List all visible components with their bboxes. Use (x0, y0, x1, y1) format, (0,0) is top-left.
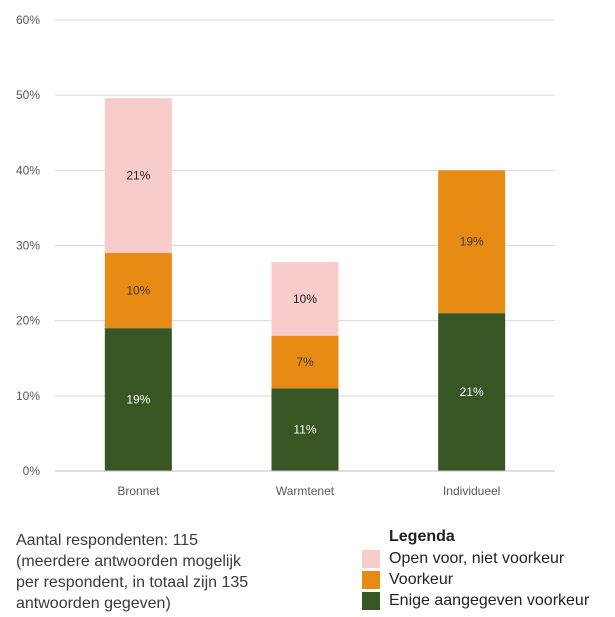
bar-segment (438, 313, 506, 471)
data-label: 21% (126, 169, 150, 183)
y-tick-label: 60% (16, 13, 40, 27)
legend-swatch (362, 591, 380, 610)
data-label: 10% (293, 292, 317, 306)
legend-item-voorkeur: Voorkeur (362, 569, 589, 590)
bar-segment (271, 335, 339, 389)
y-tick-label: 10% (16, 389, 40, 403)
data-label: 19% (460, 235, 484, 249)
data-label: 21% (460, 385, 484, 399)
respondents-note: Aantal respondenten: 115 (meerdere antwo… (16, 530, 316, 614)
stacked-bar-chart: 0% 10% 20% 30% 40% 50% 60% 19% 10% 21% Bronnet 11% 7… (16, 13, 555, 498)
note-line: Aantal respondenten: 115 (16, 532, 199, 549)
data-label: 7% (296, 355, 314, 369)
data-label: 19% (126, 393, 150, 407)
data-label: 11% (293, 423, 316, 437)
category-label: Warmtenet (276, 484, 335, 498)
category-label: Individueel (443, 484, 500, 498)
note-line: per respondent, in totaal zijn 135 (16, 574, 249, 591)
legend: Legenda Open voor, niet voorkeur Voorkeu… (362, 527, 589, 611)
bar-segment (104, 98, 172, 254)
legend-title: Legenda (389, 528, 455, 545)
note-line: antwoorden gegeven) (16, 595, 171, 612)
note-line: (meerdere antwoorden mogelijk (16, 553, 241, 570)
y-tick-label: 40% (16, 163, 40, 177)
category-label: Bronnet (117, 484, 160, 498)
bar-segment (438, 170, 506, 314)
legend-item-enige: Enige aangegeven voorkeur (362, 590, 589, 611)
y-tick-label: 20% (16, 314, 40, 328)
y-tick-label: 50% (16, 88, 40, 102)
legend-label: Open voor, niet voorkeur (389, 549, 565, 567)
legend-swatch (362, 570, 380, 589)
legend-label: Enige aangegeven voorkeur (389, 591, 590, 609)
y-tick-label: 30% (16, 239, 40, 253)
bar-segment (104, 253, 172, 329)
bar-segment (104, 328, 172, 471)
bar-segment (271, 262, 339, 336)
bar-segment (271, 388, 339, 471)
data-label: 10% (126, 284, 150, 298)
legend-swatch (362, 549, 380, 568)
legend-item-open: Open voor, niet voorkeur (362, 548, 589, 569)
legend-label: Voorkeur (389, 570, 454, 588)
y-tick-label: 0% (23, 464, 41, 478)
